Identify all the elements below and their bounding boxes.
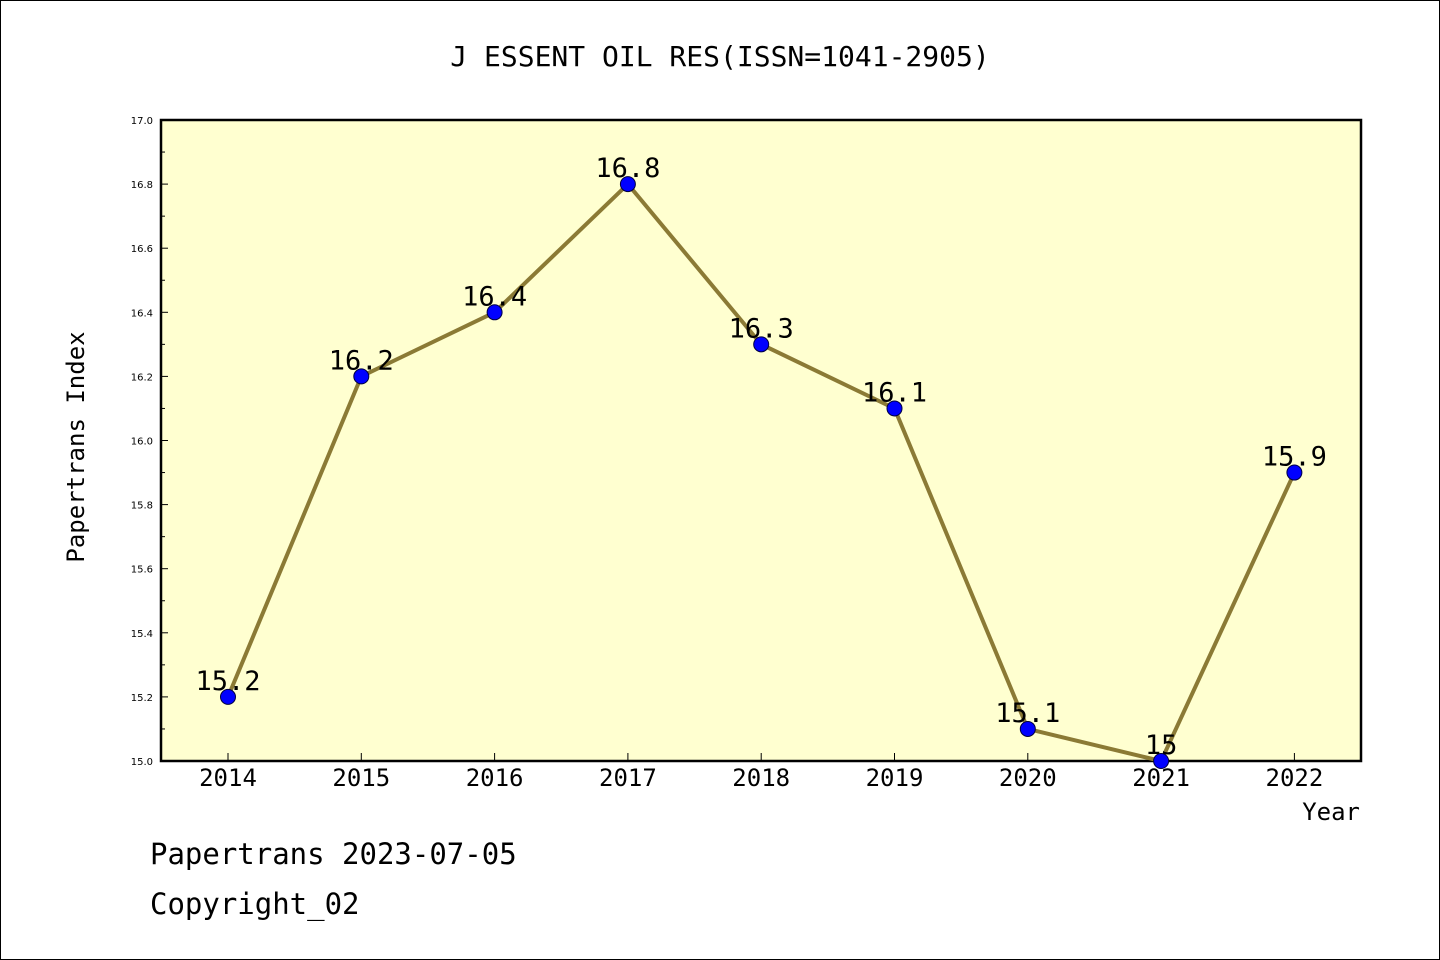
data-label: 16.8 (595, 153, 660, 184)
x-tick-label: 2020 (999, 764, 1057, 792)
x-tick-label: 2017 (599, 764, 657, 792)
y-tick-label: 16.6 (131, 244, 153, 255)
data-label: 16.4 (462, 281, 527, 312)
footer-copyright: Copyright_02 (150, 887, 360, 922)
data-point (353, 368, 370, 385)
data-markers (220, 176, 1303, 769)
y-tick-label: 15.8 (131, 501, 153, 512)
series-line-segment (226, 374, 364, 699)
y-tick-label: 15.6 (131, 565, 153, 576)
series-line-segment (625, 182, 764, 347)
data-point (486, 304, 503, 321)
x-tick-label: 2022 (1266, 764, 1324, 792)
x-axis: 2014 2015 2016 2017 2018 2019 2020 2021 2022 (199, 753, 1323, 792)
series-line-segment (359, 310, 497, 379)
series-line-segment (759, 342, 897, 411)
x-tick-label: 2019 (866, 764, 924, 792)
data-label: 16.1 (862, 377, 927, 408)
data-label: 16.2 (329, 345, 394, 376)
y-axis: 15.0 15.2 15.4 15.6 15.8 16.0 16.2 16.4 16.6 16.8… (131, 116, 168, 768)
y-tick-label: 16.0 (131, 437, 153, 448)
data-label: 16.3 (729, 313, 794, 344)
series-line-group (226, 182, 1297, 763)
x-tick-label: 2015 (332, 764, 390, 792)
footer-date: Papertrans 2023-07-05 (150, 837, 517, 871)
y-tick-label: 15.0 (131, 757, 153, 768)
x-tick-label: 2018 (732, 764, 790, 792)
series-line-segment (1159, 470, 1297, 763)
y-tick-label: 16.2 (131, 372, 153, 383)
data-label: 15 (1145, 730, 1178, 761)
data-point (886, 400, 903, 417)
y-tick-label: 16.8 (131, 180, 153, 191)
data-label: 15.9 (1262, 442, 1327, 473)
data-point (753, 336, 770, 353)
chart-title: J ESSENT OIL RES(ISSN=1041-2905) (450, 40, 989, 73)
data-point (1019, 720, 1036, 737)
y-tick-label: 17.0 (131, 116, 153, 127)
series-line-segment (1025, 726, 1164, 763)
data-label: 15.2 (195, 666, 260, 697)
data-labels: 15.2 16.2 16.4 16.8 16.3 16.1 15.1 15 15.9 (195, 153, 1326, 761)
x-tick-label: 2014 (199, 764, 257, 792)
data-point (220, 688, 236, 705)
y-tick-label: 15.4 (131, 629, 153, 640)
plot-area (159, 118, 1363, 763)
data-point (1153, 753, 1170, 769)
data-label: 15.1 (995, 698, 1060, 729)
y-axis-label: Papertrans Index (62, 331, 90, 562)
x-tick-label: 2016 (466, 764, 524, 792)
y-tick-label: 15.2 (131, 693, 153, 704)
y-tick-label: 16.4 (131, 308, 153, 319)
x-axis-label: Year (1302, 798, 1360, 826)
data-point (619, 176, 636, 193)
data-point (1286, 464, 1303, 481)
series-line-segment (492, 182, 630, 315)
series-line-segment (892, 406, 1030, 731)
